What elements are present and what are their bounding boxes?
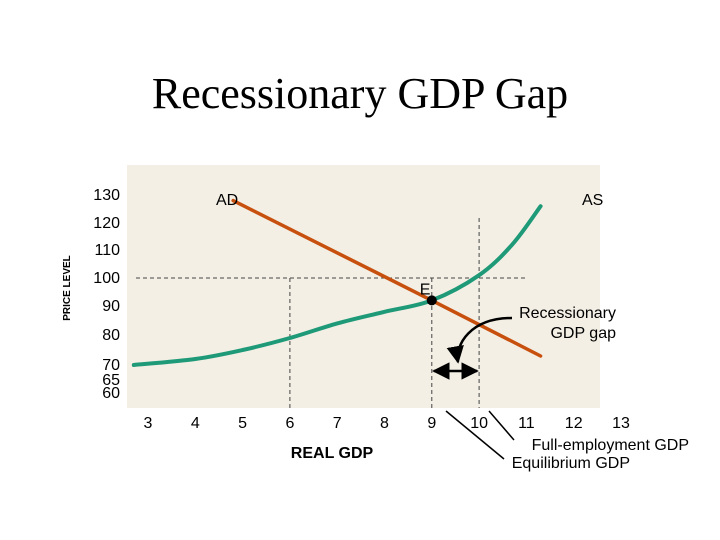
- full-employment-label: Full-employment GDP: [532, 437, 689, 454]
- series-label-ad: AD: [216, 192, 238, 209]
- reference-lines: [136, 218, 528, 408]
- x-tick-10: 10: [470, 415, 488, 432]
- series-label-as: AS: [582, 192, 603, 209]
- y-tick-80: 80: [102, 327, 120, 344]
- y-tick-65: 65: [102, 372, 120, 389]
- x-tick-6: 6: [285, 415, 294, 432]
- y-tick-120: 120: [93, 215, 120, 232]
- x-tick-5: 5: [238, 415, 247, 432]
- full-employment-pointer: [488, 410, 515, 441]
- y-tick-110: 110: [94, 242, 120, 259]
- y-tick-100: 100: [93, 270, 120, 287]
- x-axis-label: REAL GDP: [291, 445, 374, 462]
- x-tick-4: 4: [191, 415, 200, 432]
- x-tick-8: 8: [380, 415, 389, 432]
- x-tick-12: 12: [565, 415, 583, 432]
- gap-label-line2: GDP gap: [550, 325, 616, 342]
- x-tick-13: 13: [612, 415, 630, 432]
- y-tick-130: 130: [93, 187, 120, 204]
- equilibrium-pointer: [445, 410, 505, 460]
- gap-pointer-arrow: [446, 316, 513, 364]
- as-curve: [131, 204, 543, 367]
- slide-title: Recessionary GDP Gap: [151, 69, 569, 118]
- x-tick-3: 3: [144, 415, 153, 432]
- y-tick-60: 60: [102, 385, 120, 402]
- x-tick-11: 11: [518, 415, 535, 432]
- x-tick-7: 7: [333, 415, 342, 432]
- x-tick-9: 9: [427, 415, 436, 432]
- y-tick-90: 90: [102, 298, 120, 315]
- y-axis-label: PRICE LEVEL: [62, 255, 73, 321]
- equilibrium-gdp-label: Equilibrium GDP: [512, 455, 630, 472]
- equilibrium-point: [426, 295, 437, 306]
- gap-label-line1: Recessionary: [519, 305, 616, 322]
- plot-area: [127, 165, 600, 408]
- y-tick-70: 70: [102, 357, 120, 374]
- equilibrium-label: E: [420, 281, 431, 298]
